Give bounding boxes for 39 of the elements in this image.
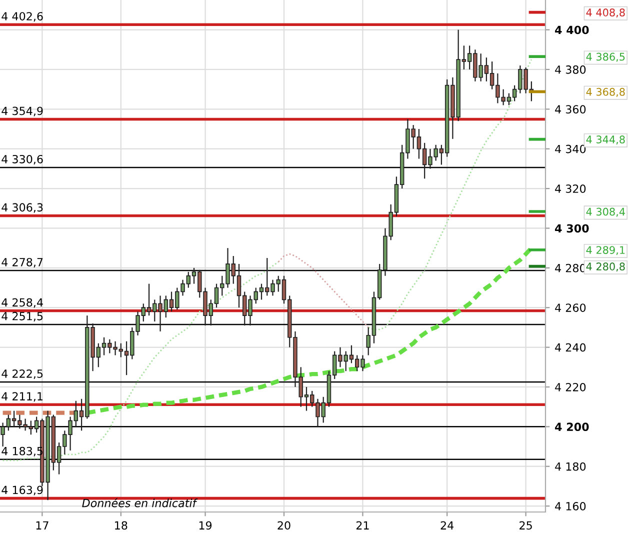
y-tick-label: 4 400 <box>555 26 589 34</box>
line-series <box>368 58 532 330</box>
x-tick-label: 18 <box>115 521 128 530</box>
ref-line-label: 4 251,5 <box>2 312 43 322</box>
x-tick-label: 25 <box>520 521 532 530</box>
y2-tick-label: 4 344,8 <box>586 136 625 144</box>
line-series <box>278 253 370 328</box>
y-tick-label: 4 340 <box>555 144 586 154</box>
y-tick-label: 4 320 <box>555 184 586 193</box>
ref-line-label: 4 163,9 <box>2 486 43 496</box>
y-tick-label: 4 220 <box>555 382 586 392</box>
annotation: Données en indicatif <box>82 498 198 508</box>
x-tick-label: 21 <box>356 521 369 530</box>
ref-line-label: 4 306,3 <box>2 203 43 213</box>
y-tick-label: 4 260 <box>555 304 586 312</box>
ref-line-label: 4 278,7 <box>2 258 43 268</box>
x-tick-label: 19 <box>199 521 212 530</box>
y2-tick-label: 4 408,8 <box>586 8 625 18</box>
y-tick-label: 4 360 <box>555 105 586 114</box>
y-tick-label: 4 380 <box>555 65 586 74</box>
y2-tick-label: 4 289,1 <box>586 246 625 256</box>
ref-line-label: 4 258,4 <box>2 298 43 308</box>
ref-line-label: 4 222,5 <box>2 369 43 380</box>
x-tick-label: 17 <box>36 521 48 530</box>
ref-line-label: 4 354,9 <box>2 106 43 116</box>
ref-line-label: 4 402,6 <box>2 12 43 22</box>
y-tick-label: 4 300 <box>555 224 589 233</box>
ref-line-label: 4 211,1 <box>2 392 43 402</box>
y-tick-label: 4 200 <box>555 422 589 432</box>
x-tick-label: 24 <box>440 521 454 530</box>
y2-tick-label: 4 386,5 <box>586 52 625 62</box>
x-tick-label: 20 <box>278 521 290 530</box>
y2-tick-label: 4 280,8 <box>586 262 625 272</box>
y-tick-label: 4 160 <box>555 502 586 510</box>
y-tick-label: 4 180 <box>555 462 586 471</box>
ref-line-label: 4 330,6 <box>2 154 43 164</box>
y2-tick-label: 4 308,4 <box>586 208 625 217</box>
y-tick-label: 4 240 <box>555 343 586 352</box>
y2-tick-label: 4 368,8 <box>586 88 625 97</box>
